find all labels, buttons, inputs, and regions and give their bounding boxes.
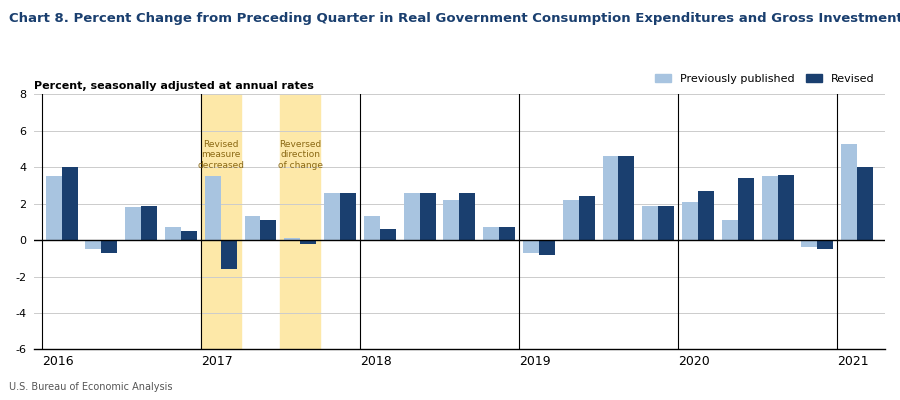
Bar bbox=[722, 220, 738, 240]
Bar bbox=[483, 227, 500, 240]
Bar bbox=[778, 174, 794, 240]
Bar bbox=[682, 202, 698, 240]
Bar bbox=[46, 176, 61, 240]
Bar bbox=[579, 196, 595, 240]
Bar bbox=[842, 144, 857, 240]
Bar bbox=[260, 220, 276, 240]
Text: 2021: 2021 bbox=[837, 355, 868, 368]
Text: Reversed
direction
of change: Reversed direction of change bbox=[278, 140, 323, 170]
Bar bbox=[698, 191, 714, 240]
Bar bbox=[562, 200, 579, 240]
Bar bbox=[220, 240, 237, 269]
Bar bbox=[141, 206, 158, 240]
Text: 2017: 2017 bbox=[201, 355, 232, 368]
Bar bbox=[539, 240, 554, 255]
Bar bbox=[324, 193, 340, 240]
Text: 2016: 2016 bbox=[41, 355, 73, 368]
Bar bbox=[340, 193, 356, 240]
Bar bbox=[205, 176, 220, 240]
Bar bbox=[738, 178, 753, 240]
Bar bbox=[181, 231, 197, 240]
Bar bbox=[404, 193, 419, 240]
Bar bbox=[284, 238, 301, 240]
Bar bbox=[658, 206, 674, 240]
Text: U.S. Bureau of Economic Analysis: U.S. Bureau of Economic Analysis bbox=[9, 382, 173, 392]
Text: 2019: 2019 bbox=[519, 355, 551, 368]
Bar bbox=[523, 240, 539, 253]
Legend: Previously published, Revised: Previously published, Revised bbox=[650, 69, 879, 88]
Bar bbox=[281, 94, 320, 350]
Bar bbox=[86, 240, 102, 249]
Bar bbox=[419, 193, 436, 240]
Bar bbox=[459, 193, 475, 240]
Bar bbox=[802, 240, 817, 248]
Text: 2020: 2020 bbox=[679, 355, 710, 368]
Bar bbox=[500, 227, 515, 240]
Bar bbox=[125, 207, 141, 240]
Text: Chart 8. Percent Change from Preceding Quarter in Real Government Consumption Ex: Chart 8. Percent Change from Preceding Q… bbox=[9, 12, 900, 25]
Text: Revised
measure
decreased: Revised measure decreased bbox=[197, 140, 244, 170]
Bar bbox=[364, 216, 380, 240]
Bar bbox=[61, 167, 77, 240]
Bar bbox=[245, 216, 260, 240]
Text: 2018: 2018 bbox=[360, 355, 392, 368]
Bar bbox=[603, 156, 618, 240]
Bar bbox=[857, 167, 873, 240]
Bar bbox=[817, 240, 833, 249]
Bar bbox=[761, 176, 778, 240]
Bar bbox=[380, 229, 396, 240]
Bar bbox=[165, 227, 181, 240]
Bar bbox=[301, 240, 316, 244]
Bar bbox=[102, 240, 117, 253]
Bar bbox=[643, 206, 658, 240]
Text: Percent, seasonally adjusted at annual rates: Percent, seasonally adjusted at annual r… bbox=[34, 81, 313, 91]
Bar bbox=[444, 200, 459, 240]
Bar bbox=[618, 156, 634, 240]
Bar bbox=[201, 94, 240, 350]
